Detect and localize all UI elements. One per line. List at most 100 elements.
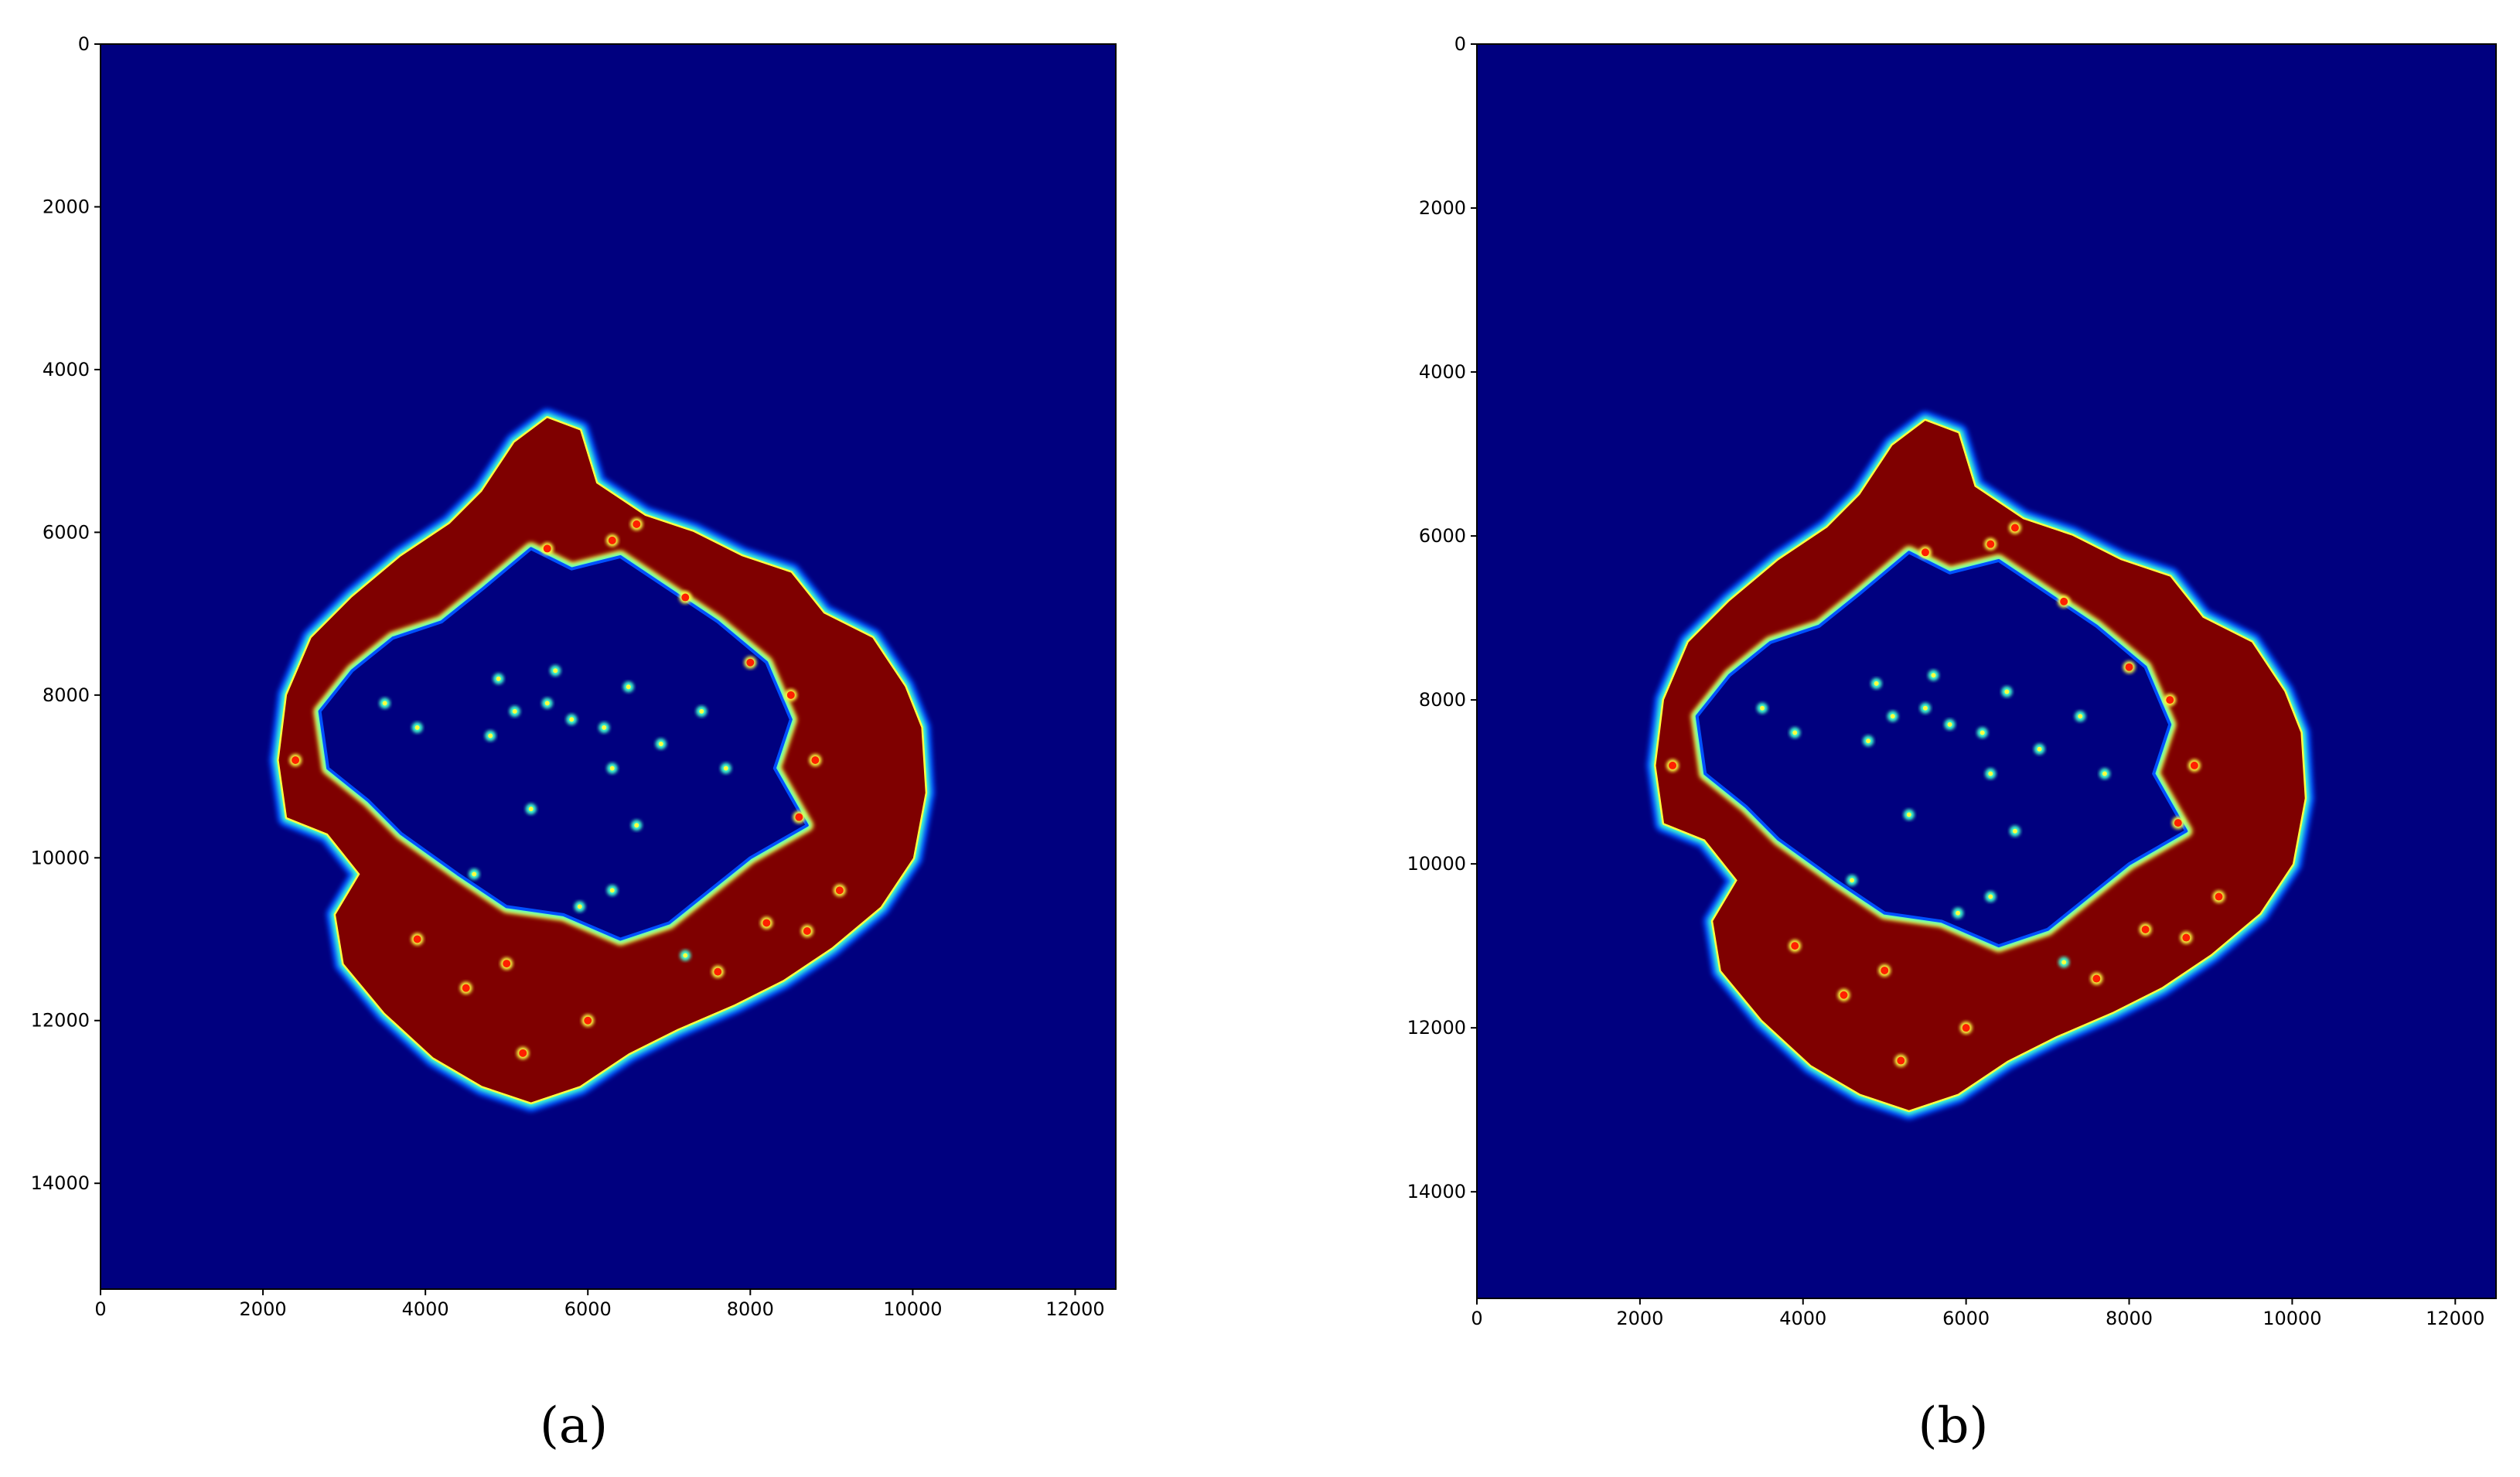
hotspot xyxy=(803,926,811,935)
speckle xyxy=(569,717,575,722)
speckle xyxy=(634,823,639,828)
plot-frame xyxy=(1476,43,2497,1299)
speckle xyxy=(602,725,607,730)
y-tick-label: 2000 xyxy=(1419,197,1466,219)
speckle xyxy=(1866,738,1871,744)
y-tick-label: 12000 xyxy=(1407,1017,1466,1039)
y-tick-label: 8000 xyxy=(43,684,90,706)
hotspot xyxy=(1962,1024,1970,1032)
speckle xyxy=(699,708,704,714)
speckle xyxy=(553,668,558,674)
speckle xyxy=(2061,960,2067,965)
hotspot xyxy=(1986,540,1995,548)
y-tick-label: 0 xyxy=(1454,33,1466,55)
hotspot xyxy=(608,536,616,544)
speckle xyxy=(512,708,517,714)
x-tick-label: 0 xyxy=(1471,1308,1482,1329)
hotspot xyxy=(795,813,803,821)
y-tick-label: 8000 xyxy=(1419,689,1466,711)
speckle xyxy=(1988,771,1993,776)
x-tick-label: 4000 xyxy=(1779,1308,1826,1329)
hotspot xyxy=(2060,597,2068,605)
speckle xyxy=(577,904,582,909)
x-tick-label: 12000 xyxy=(1045,1298,1104,1320)
y-tick-label: 4000 xyxy=(1419,361,1466,383)
speckle xyxy=(1980,730,1985,735)
speckle xyxy=(472,872,477,877)
speckle xyxy=(1988,894,1993,899)
hotspot xyxy=(543,544,551,553)
speckle xyxy=(1792,730,1798,735)
speckle xyxy=(488,733,493,738)
x-axis-ticks: 0 2000 4000 6000 8000 10000 12000 xyxy=(1471,1298,2484,1329)
hotspot xyxy=(2174,819,2182,827)
hotspot xyxy=(714,967,722,976)
hotspot xyxy=(519,1049,527,1057)
inner-cavity xyxy=(1695,551,2188,948)
hotspot xyxy=(2125,663,2133,671)
speckle xyxy=(1922,705,1928,711)
speckle xyxy=(2004,689,2010,694)
tumor-heatmap-region xyxy=(1646,411,2315,1121)
speckle xyxy=(528,807,534,812)
hotspot xyxy=(2190,761,2198,769)
speckle xyxy=(1956,910,1961,916)
hotspot xyxy=(681,593,690,602)
hotspot xyxy=(2166,696,2174,704)
hotspot xyxy=(762,919,771,927)
hotspot xyxy=(1669,761,1677,769)
speckle xyxy=(1906,812,1911,817)
hotspot xyxy=(2092,974,2101,983)
speckle xyxy=(382,701,387,706)
hotspot xyxy=(1897,1056,1905,1065)
speckle xyxy=(2012,828,2017,834)
speckle xyxy=(626,684,631,690)
speckle xyxy=(1850,878,1855,883)
hotspot xyxy=(786,691,795,699)
x-axis-ticks: 0 2000 4000 6000 8000 10000 12000 xyxy=(94,1289,1105,1320)
hotspot xyxy=(503,960,511,968)
speckle xyxy=(1890,714,1895,719)
inner-cavity xyxy=(318,547,809,941)
x-tick-label: 10000 xyxy=(2263,1308,2321,1329)
x-tick-label: 8000 xyxy=(727,1298,774,1320)
plot-frame xyxy=(100,43,1117,1290)
speckle xyxy=(2102,771,2107,776)
hotspot xyxy=(746,658,755,667)
speckle xyxy=(544,701,550,706)
panel-caption: (b) xyxy=(1918,1397,1989,1455)
y-tick-label: 14000 xyxy=(31,1172,90,1194)
x-tick-label: 4000 xyxy=(402,1298,449,1320)
y-tick-label: 0 xyxy=(78,33,90,55)
speckle xyxy=(2037,746,2042,752)
x-tick-label: 8000 xyxy=(2106,1308,2153,1329)
hotspot xyxy=(1840,991,1848,999)
speckle xyxy=(1947,721,1952,727)
speckle xyxy=(1931,673,1936,678)
y-tick-label: 12000 xyxy=(31,1010,90,1032)
speckle xyxy=(658,741,663,746)
hotspot xyxy=(2215,892,2223,901)
speckle xyxy=(723,766,728,771)
hotspot xyxy=(835,886,844,895)
speckle xyxy=(414,725,420,730)
y-tick-label: 6000 xyxy=(1419,525,1466,547)
x-tick-label: 6000 xyxy=(1942,1308,1990,1329)
hotspot xyxy=(1791,942,1799,950)
x-tick-label: 0 xyxy=(94,1298,106,1320)
speckle xyxy=(496,676,501,681)
tumor-heatmap-region xyxy=(269,408,936,1112)
y-tick-label: 4000 xyxy=(43,359,90,380)
speckle xyxy=(683,953,688,958)
y-tick-label: 6000 xyxy=(43,521,90,543)
speckle xyxy=(2078,714,2083,719)
hotspot xyxy=(2141,925,2150,933)
x-tick-label: 6000 xyxy=(564,1298,612,1320)
hotspot xyxy=(2182,933,2191,942)
x-tick-label: 12000 xyxy=(2426,1308,2484,1329)
heatmap-panel-b: 0 2000 4000 6000 8000 10000 12000 0 2000 4000 600… xyxy=(1407,33,2497,1455)
y-tick-label: 10000 xyxy=(31,847,90,868)
y-axis-ticks: 0 2000 4000 6000 8000 10000 12000 14000 xyxy=(31,33,101,1194)
hotspot xyxy=(2010,524,2019,532)
